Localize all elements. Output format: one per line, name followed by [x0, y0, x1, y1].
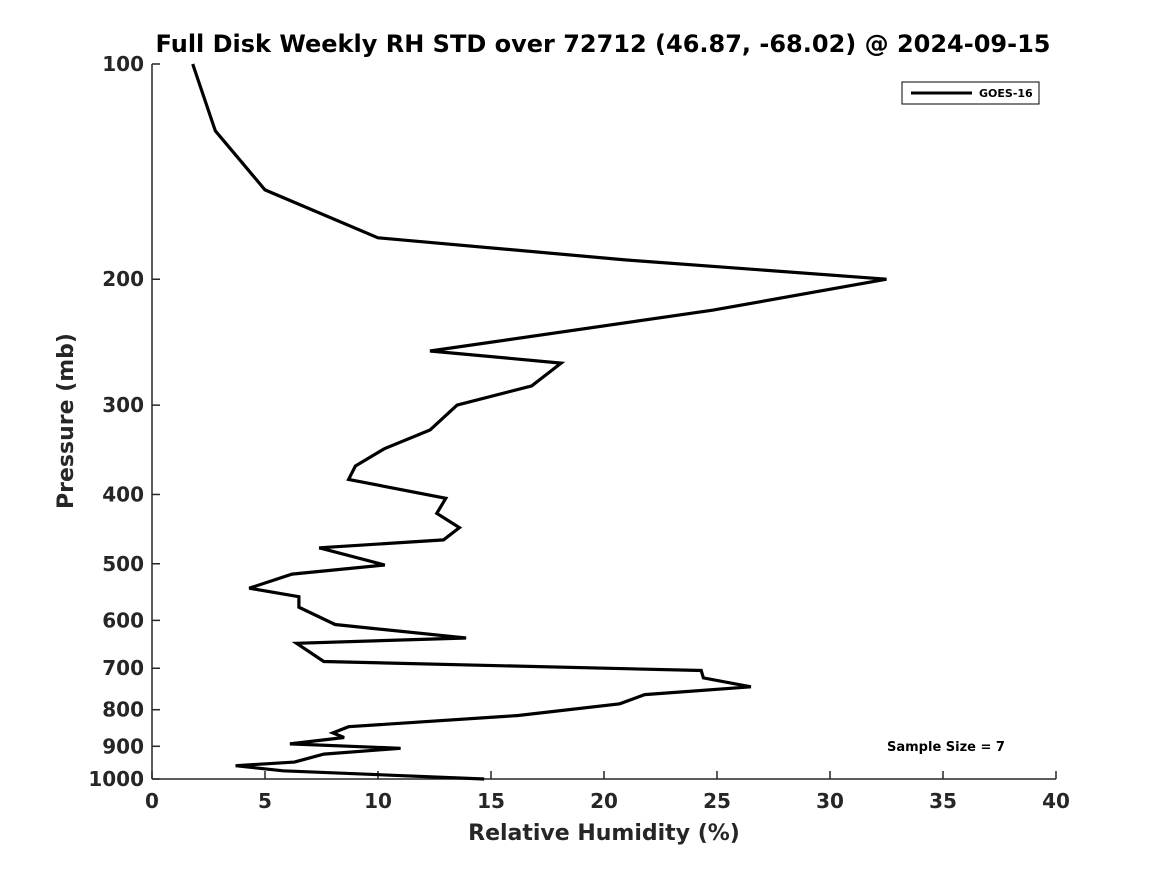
x-tick-label: 5 — [258, 789, 272, 813]
x-tick-label: 15 — [477, 789, 505, 813]
y-tick-label: 200 — [102, 267, 144, 291]
series-line-goes-16 — [191, 63, 887, 781]
x-tick-label: 40 — [1042, 789, 1070, 813]
y-ticks: 100 200 300 400 500 600 700 800 900 1000 — [88, 52, 160, 791]
y-tick-label: 400 — [102, 482, 144, 506]
y-tick-label: 500 — [102, 552, 144, 576]
legend-entry-goes-16: GOES-16 — [979, 87, 1033, 100]
x-tick-label: 0 — [145, 789, 159, 813]
y-tick-label: 700 — [102, 656, 144, 680]
y-tick-label: 1000 — [88, 767, 144, 791]
x-tick-label: 30 — [816, 789, 844, 813]
x-ticks: 0 5 10 15 20 25 30 35 40 — [145, 771, 1070, 813]
x-axis-label: Relative Humidity (%) — [468, 821, 740, 846]
y-tick-label: 800 — [102, 698, 144, 722]
y-tick-label: 300 — [102, 393, 144, 417]
y-tick-label: 900 — [102, 734, 144, 758]
x-tick-label: 35 — [929, 789, 957, 813]
chart-title: Full Disk Weekly RH STD over 72712 (46.8… — [156, 30, 1051, 58]
x-tick-label: 10 — [364, 789, 392, 813]
legend: GOES-16 — [901, 81, 1040, 105]
y-tick-label: 600 — [102, 608, 144, 632]
x-tick-label: 20 — [590, 789, 618, 813]
x-tick-label: 25 — [703, 789, 731, 813]
sample-size-annotation: Sample Size = 7 — [887, 740, 1005, 755]
y-tick-label: 100 — [102, 52, 144, 76]
y-axis-label: Pressure (mb) — [54, 333, 79, 509]
